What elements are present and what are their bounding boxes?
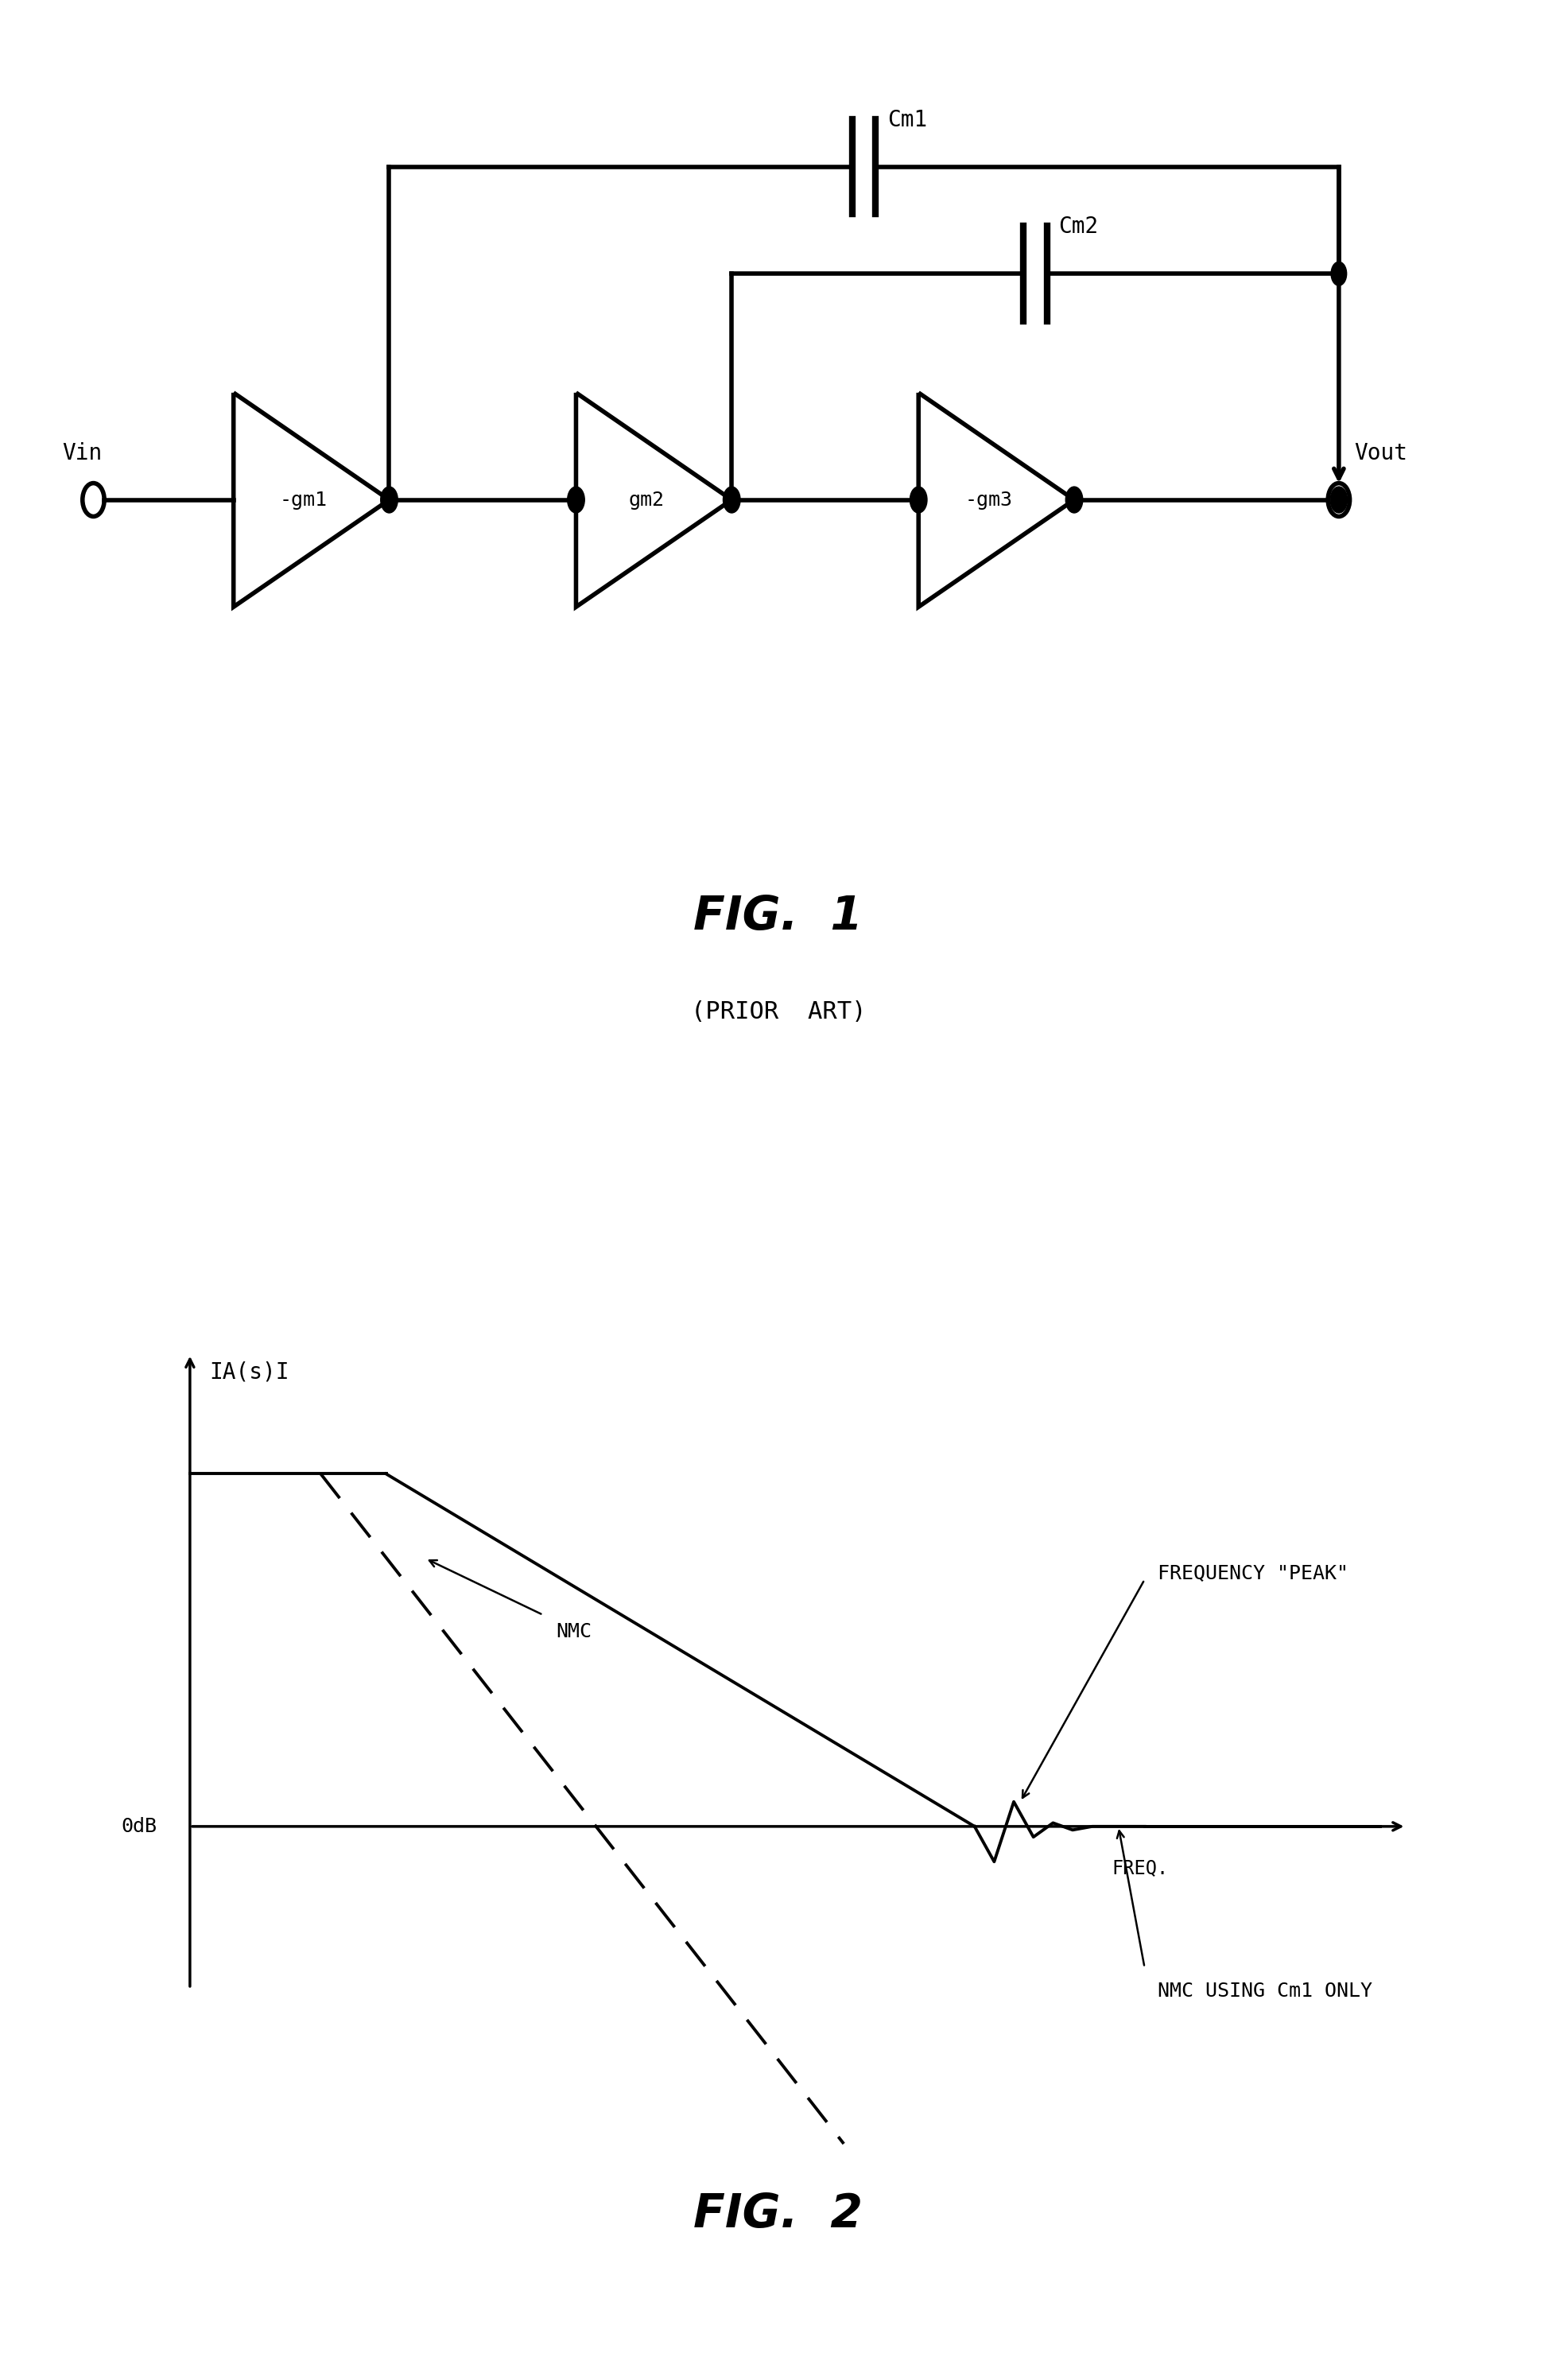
Circle shape xyxy=(722,488,741,514)
Text: FIG.  1: FIG. 1 xyxy=(694,892,862,940)
Circle shape xyxy=(909,488,926,514)
Text: NMC USING Cm1 ONLY: NMC USING Cm1 ONLY xyxy=(1158,1983,1371,2002)
Circle shape xyxy=(1329,488,1346,514)
Circle shape xyxy=(380,488,398,514)
Text: NMC: NMC xyxy=(555,1621,591,1642)
Text: Cm2: Cm2 xyxy=(1058,217,1099,238)
Circle shape xyxy=(566,488,585,514)
Text: Cm1: Cm1 xyxy=(887,109,927,131)
Circle shape xyxy=(1330,262,1346,286)
Circle shape xyxy=(1064,488,1083,514)
Text: 0dB: 0dB xyxy=(121,1816,157,1835)
Text: IA(s)I: IA(s)I xyxy=(210,1361,289,1383)
Text: Vin: Vin xyxy=(62,443,103,464)
Text: -gm3: -gm3 xyxy=(965,490,1011,509)
Text: FREQ.: FREQ. xyxy=(1111,1859,1169,1878)
Text: gm2: gm2 xyxy=(629,490,663,509)
Text: FIG.  2: FIG. 2 xyxy=(694,2192,862,2237)
Text: Vout: Vout xyxy=(1354,443,1407,464)
Text: -gm1: -gm1 xyxy=(280,490,327,509)
Text: FREQUENCY "PEAK": FREQUENCY "PEAK" xyxy=(1158,1564,1347,1583)
Text: (PRIOR  ART): (PRIOR ART) xyxy=(691,1000,865,1023)
